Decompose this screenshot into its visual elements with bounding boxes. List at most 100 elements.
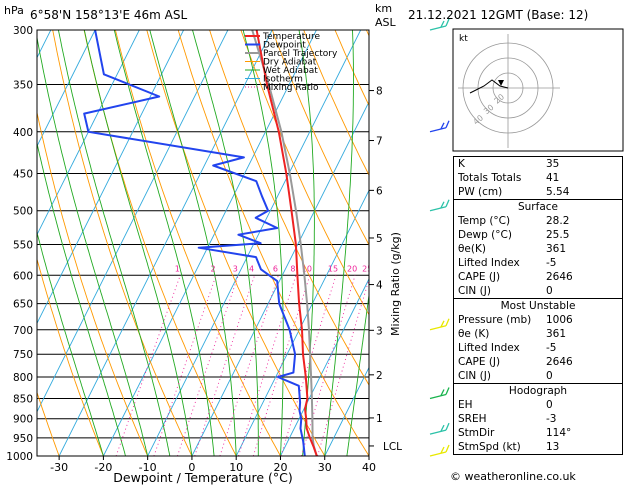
temperature-tick-label: -10 xyxy=(139,461,157,474)
wet-adiabat xyxy=(37,34,149,456)
asl-label: ASL xyxy=(375,16,397,29)
isotherm xyxy=(191,100,369,456)
wind-barb xyxy=(429,387,450,400)
dry-adiabat xyxy=(37,391,60,456)
hodograph-value: 114° xyxy=(546,427,572,439)
most-unstable-title: Most Unstable xyxy=(500,300,576,312)
parcel-trajectory-line xyxy=(251,30,318,456)
most-unstable-row: CIN (J) 0 xyxy=(454,369,622,383)
surface-row: θe(K) 361 xyxy=(454,242,622,256)
wind-barb-shaft xyxy=(429,451,447,457)
most-unstable-value: 1006 xyxy=(546,314,573,326)
hodograph-value: -3 xyxy=(546,413,557,425)
hodograph-row: StmDir 114° xyxy=(454,426,622,440)
wind-barb-flag xyxy=(445,387,450,395)
wet-adiabat xyxy=(113,30,215,456)
mixing-ratio-line xyxy=(115,275,181,456)
datetime-header: 21.12.2021 12GMT (Base: 12) xyxy=(408,8,589,22)
isotherm xyxy=(0,30,7,456)
most-unstable-label: CIN (J) xyxy=(458,370,491,382)
temperature-tick-label: 20 xyxy=(273,461,287,474)
most-unstable-row: Lifted Index -5 xyxy=(454,341,622,355)
wind-barb-flag xyxy=(440,424,445,432)
temperature-tick-label: 0 xyxy=(188,461,195,474)
dewpoint-line xyxy=(83,30,306,456)
hodograph-row: SREH -3 xyxy=(454,412,622,426)
mixing-ratio-line xyxy=(238,275,297,456)
most-unstable-row: Pressure (mb) 1006 xyxy=(454,313,622,327)
hodograph-value: 13 xyxy=(546,441,560,453)
pressure-tick-label: 1000 xyxy=(6,451,33,463)
wind-barb-flag xyxy=(445,120,450,129)
wind-barb xyxy=(429,422,450,435)
temperature-tick-label: -30 xyxy=(50,461,68,474)
surface-label: θe(K) xyxy=(458,243,486,255)
dry-adiabat xyxy=(271,30,369,246)
most-unstable-value: 2646 xyxy=(546,356,573,368)
surface-label: Temp (°C) xyxy=(458,215,511,227)
dry-adiabat xyxy=(37,110,149,456)
mixing-ratio-label: 6 xyxy=(273,264,278,273)
surface-row: Dewp (°C) 25.5 xyxy=(454,228,622,242)
surface-value: 0 xyxy=(546,285,553,297)
most-unstable-row: CAPE (J) 2646 xyxy=(454,355,622,369)
wind-barb-flag xyxy=(445,318,450,327)
temperature-line xyxy=(255,30,318,456)
isotherm xyxy=(37,30,229,413)
most-unstable-label: θe (K) xyxy=(458,328,490,340)
pressure-tick-label: 850 xyxy=(13,393,33,405)
wind-barb-flag xyxy=(440,20,445,28)
wind-barb xyxy=(429,444,450,457)
surface-title: Surface xyxy=(517,201,558,213)
hodograph-label: StmDir xyxy=(458,427,495,439)
isotherm xyxy=(280,277,369,456)
legend-entry: Mixing Ratio xyxy=(263,83,319,93)
temperature-tick-label: 10 xyxy=(229,461,243,474)
wind-barb-flag xyxy=(445,18,450,27)
index-row: K 35 xyxy=(454,157,622,171)
height-tick-label: 6 xyxy=(376,185,383,197)
mixing-ratio-label: 8 xyxy=(290,264,295,273)
mixing-ratio-label: 20 xyxy=(347,264,357,273)
hodograph-section: Hodograph EH 0 SREH -3 StmDir 114° StmSpd (kt)… xyxy=(454,383,622,454)
hodograph-trace xyxy=(469,79,509,94)
wind-barb-flag xyxy=(440,389,445,396)
mixing-ratio-label: 3 xyxy=(233,264,238,273)
copyright-footer: © weatheronline.co.uk xyxy=(450,470,576,483)
height-tick-label: 2 xyxy=(376,370,383,382)
mixing-ratio-label: 1 xyxy=(175,264,180,273)
dry-adiabat xyxy=(52,30,193,456)
pressure-tick-label: 600 xyxy=(13,270,33,282)
index-label: PW (cm) xyxy=(458,186,503,198)
index-value: 35 xyxy=(546,158,560,170)
mixing-ratio-label: 15 xyxy=(328,264,338,273)
isotherm xyxy=(235,189,369,456)
wind-barb-shaft xyxy=(429,393,447,400)
index-value: 41 xyxy=(546,172,560,184)
storm-motion-marker xyxy=(498,80,504,86)
isotherm xyxy=(37,30,185,325)
index-value: 5.54 xyxy=(546,186,570,198)
height-tick-label: 3 xyxy=(376,325,383,337)
isotherm xyxy=(324,366,369,456)
hodograph-label: EH xyxy=(458,399,473,411)
index-row: Totals Totals 41 xyxy=(454,171,622,185)
height-tick-label: LCL xyxy=(383,441,402,453)
plot-grid xyxy=(0,30,369,456)
wind-barb-flag xyxy=(445,422,450,431)
wind-barb-flag xyxy=(445,199,450,208)
wet-adiabat xyxy=(37,141,126,456)
index-label: Totals Totals xyxy=(458,172,522,184)
dry-adiabat xyxy=(209,30,369,387)
hodograph-unit: kt xyxy=(459,34,468,44)
isotherm xyxy=(37,30,96,148)
mixing-ratio-line xyxy=(153,275,217,456)
legend-entry: Wet Adiabat xyxy=(263,66,318,76)
surface-value: 361 xyxy=(546,243,567,255)
km-unit-label: km xyxy=(375,2,392,15)
most-unstable-value: 361 xyxy=(546,328,567,340)
wind-barb-flag xyxy=(440,201,445,209)
height-tick-label: 1 xyxy=(376,413,383,425)
